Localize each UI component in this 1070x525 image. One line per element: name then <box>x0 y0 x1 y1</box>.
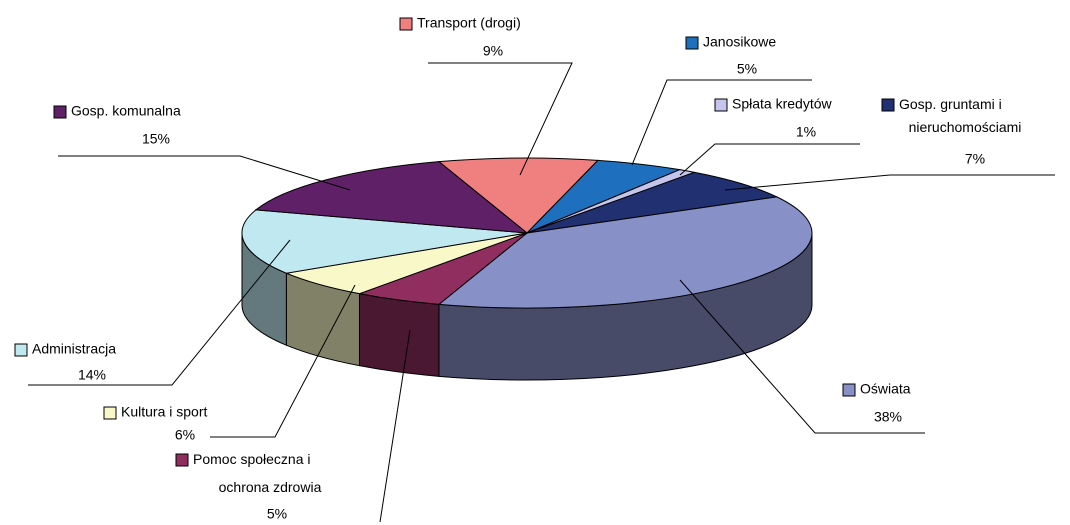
legend-swatch <box>14 343 28 357</box>
slice-label: Transport (drogi) <box>417 15 521 31</box>
value-label: 1% <box>796 124 816 140</box>
leader-line <box>724 174 1055 191</box>
leader-line <box>379 329 411 523</box>
legend-swatch <box>53 105 67 119</box>
slice-label: Gosp. komunalna <box>71 103 181 119</box>
slice <box>241 209 528 274</box>
value-label: 15% <box>142 131 170 147</box>
value-label: 5% <box>267 506 287 522</box>
legend-swatch <box>881 98 895 112</box>
slice-label: Spłata kredytów <box>732 96 832 112</box>
leader-line <box>28 239 291 386</box>
slice-label: Janosikowe <box>703 34 776 50</box>
slice-label: Oświata <box>860 381 911 397</box>
slice-label: Pomoc społeczna i ochrona zdrowia <box>193 451 322 495</box>
legend-swatch <box>399 17 413 31</box>
label-line: Pomoc społeczna i <box>193 451 311 467</box>
slice <box>526 171 779 234</box>
label-line: Gosp. gruntami i <box>899 96 1002 112</box>
slice <box>437 196 813 309</box>
label-line: nieruchomościami <box>909 119 1022 135</box>
slice-label: Administracja <box>32 341 116 357</box>
slice <box>254 161 529 234</box>
legend-swatch <box>685 36 699 50</box>
leader-line <box>631 79 812 166</box>
legend-swatch <box>842 383 856 397</box>
slice <box>437 157 599 234</box>
value-label: 38% <box>874 409 902 425</box>
slice-side <box>358 293 440 377</box>
value-label: 6% <box>175 427 195 443</box>
value-label: 7% <box>965 151 985 167</box>
slice-label: Kultura i sport <box>121 404 207 420</box>
slice-label: Gosp. gruntami i nieruchomościami <box>899 96 1021 135</box>
label-line: ochrona zdrowia <box>219 479 322 495</box>
legend-swatch <box>175 453 189 467</box>
legend-swatch <box>103 406 117 420</box>
leader-line <box>58 155 351 191</box>
value-label: 5% <box>737 61 757 77</box>
value-label: 9% <box>483 43 503 59</box>
leader-line <box>679 143 860 176</box>
legend-swatch <box>714 98 728 112</box>
leader-line <box>679 279 925 434</box>
leader-line <box>428 62 573 176</box>
leader-line <box>210 284 356 438</box>
value-label: 14% <box>78 367 106 383</box>
